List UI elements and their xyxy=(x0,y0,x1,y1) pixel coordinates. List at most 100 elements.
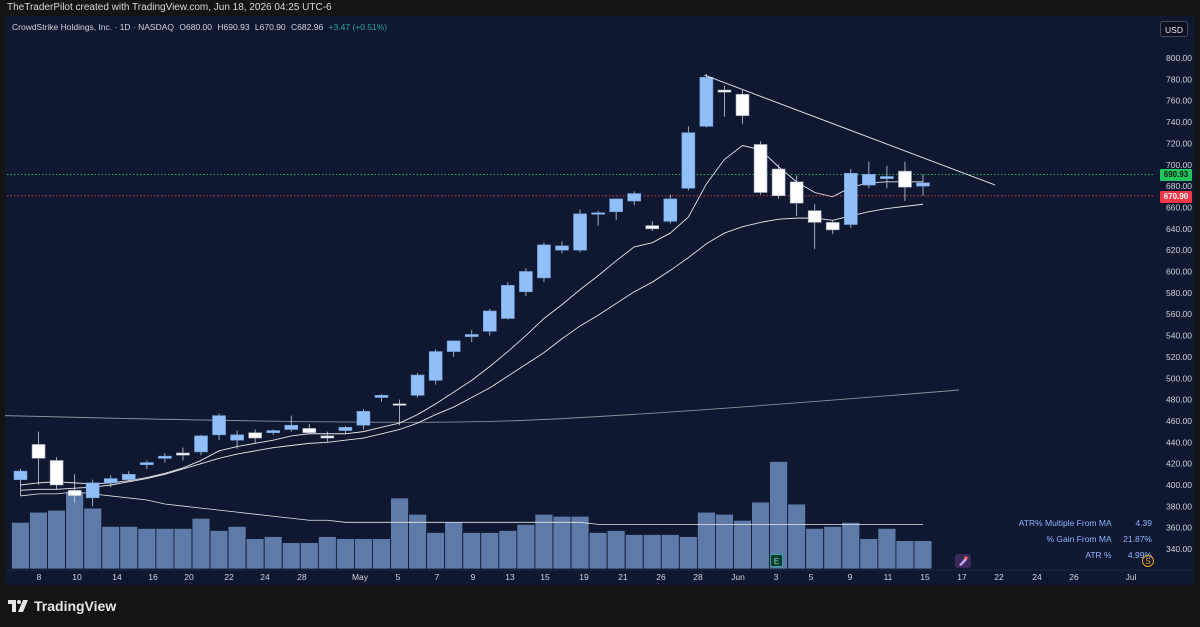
stats-row-atr-multiple: ATR% Multiple From MA 4.39 xyxy=(1019,518,1152,528)
y-tick-label: 560.00 xyxy=(1166,309,1192,319)
volume-bar xyxy=(390,497,409,570)
volume-bar xyxy=(588,532,608,570)
volume-bar xyxy=(281,542,301,570)
footer-bar: TradingView xyxy=(0,585,1200,627)
x-tick-label: Jun xyxy=(731,572,745,582)
tradingview-logo[interactable]: TradingView xyxy=(8,598,116,614)
volume-bar xyxy=(787,503,807,570)
stats-row-gain-from-ma: % Gain From MA 21.87% xyxy=(1046,534,1152,544)
x-tick-label: 16 xyxy=(148,572,158,582)
candle-body xyxy=(230,434,244,441)
volume-bar xyxy=(209,530,229,570)
candle-body xyxy=(735,93,750,116)
x-tick-label: 24 xyxy=(260,572,270,582)
volume-bar xyxy=(65,491,85,570)
legend-close: C682.96 xyxy=(291,22,324,32)
volume-bar xyxy=(859,538,879,570)
y-tick-label: 720.00 xyxy=(1166,138,1192,148)
x-tick-label: 15 xyxy=(540,572,550,582)
rocket-icon[interactable] xyxy=(955,554,971,568)
x-tick-label: 5 xyxy=(396,572,401,582)
candle-body xyxy=(302,428,317,433)
candle-body xyxy=(176,452,190,456)
candle-body xyxy=(663,198,678,222)
x-tick-label: 19 xyxy=(579,572,589,582)
x-tick-label: 14 xyxy=(112,572,122,582)
x-tick-label: 28 xyxy=(297,572,307,582)
volume-bar xyxy=(877,528,897,570)
x-tick-label: 5 xyxy=(809,572,814,582)
long-ma-line xyxy=(5,389,960,423)
candle-body xyxy=(753,144,768,193)
stats-value: 21.87% xyxy=(1123,534,1152,544)
candle-body xyxy=(555,245,569,251)
x-tick-label: 9 xyxy=(848,572,853,582)
candle-body xyxy=(428,351,443,381)
volume-bar xyxy=(841,521,861,570)
volume-bar xyxy=(642,534,662,570)
symbol-s-badge[interactable]: S xyxy=(1142,555,1154,567)
y-tick-label: 360.00 xyxy=(1166,523,1192,533)
candle-body xyxy=(807,210,822,223)
volume-bar xyxy=(805,528,825,570)
y-tick-label: 340.00 xyxy=(1166,544,1192,554)
volume-bar xyxy=(913,540,933,570)
candle-body xyxy=(103,478,118,484)
y-tick-label: 400.00 xyxy=(1166,480,1192,490)
candle-body xyxy=(446,340,461,352)
volume-bar xyxy=(155,528,175,570)
candle-body xyxy=(284,424,299,430)
candle-body xyxy=(843,172,858,225)
currency-button[interactable]: USD xyxy=(1160,21,1188,37)
volume-bar xyxy=(552,515,572,570)
y-tick-label: 380.00 xyxy=(1166,501,1192,511)
stats-label: % Gain From MA xyxy=(1046,534,1112,544)
stats-label: ATR% Multiple From MA xyxy=(1018,518,1112,528)
volume-bar xyxy=(895,540,915,570)
volume-bar xyxy=(751,501,770,570)
candle-body xyxy=(789,181,804,204)
volume-bar xyxy=(335,538,355,570)
y-tick-label: 480.00 xyxy=(1166,395,1192,405)
candle-body xyxy=(627,193,642,202)
x-tick-label: 10 xyxy=(72,572,82,582)
y-tick-label: 540.00 xyxy=(1166,331,1192,341)
x-tick-label: 15 xyxy=(920,572,930,582)
candle-body xyxy=(898,170,912,188)
candle-body xyxy=(609,198,623,213)
volume-bar xyxy=(317,536,337,570)
candle-body xyxy=(85,482,100,499)
candle-body xyxy=(482,310,497,332)
x-tick-label: 24 xyxy=(1032,572,1042,582)
x-tick-label: 13 xyxy=(505,572,515,582)
stats-value: 4.39 xyxy=(1135,518,1152,528)
candle-body xyxy=(862,174,876,186)
volume-bar xyxy=(660,534,680,570)
volume-bar xyxy=(191,517,211,570)
volume-bar xyxy=(245,538,265,570)
y-tick-label: 600.00 xyxy=(1166,267,1192,277)
volume-bar xyxy=(119,525,139,570)
candle-body xyxy=(248,432,262,439)
chart-area[interactable]: 340.00 360.00 380.00 400.00 420.00 440.00 460.… xyxy=(5,16,1194,585)
volume-bar xyxy=(823,525,843,570)
x-tick-label: 11 xyxy=(884,572,893,582)
ma-medium-line xyxy=(20,203,924,491)
volume-bar xyxy=(29,511,48,570)
volume-bar xyxy=(11,521,30,570)
x-tick-label: 9 xyxy=(471,572,476,582)
earnings-badge[interactable]: E xyxy=(770,554,783,567)
symbol-title[interactable]: CrowdStrike Holdings, Inc. · 1D · NASDAQ xyxy=(12,22,175,32)
volume-bar xyxy=(299,542,319,570)
volume-bar xyxy=(101,525,121,570)
x-tick-label: May xyxy=(352,572,369,582)
legend-change: +3.47 (+0.51%) xyxy=(328,22,388,32)
price-chart[interactable]: 340.00 360.00 380.00 400.00 420.00 440.00 460.… xyxy=(5,16,1194,585)
y-tick-label: 780.00 xyxy=(1166,74,1192,84)
x-tick-label: 26 xyxy=(656,572,666,582)
candle-body xyxy=(681,132,696,189)
volume-bar xyxy=(606,530,626,570)
volume-bar xyxy=(769,461,788,570)
candle-body xyxy=(122,474,136,480)
volume-bar xyxy=(227,525,247,570)
